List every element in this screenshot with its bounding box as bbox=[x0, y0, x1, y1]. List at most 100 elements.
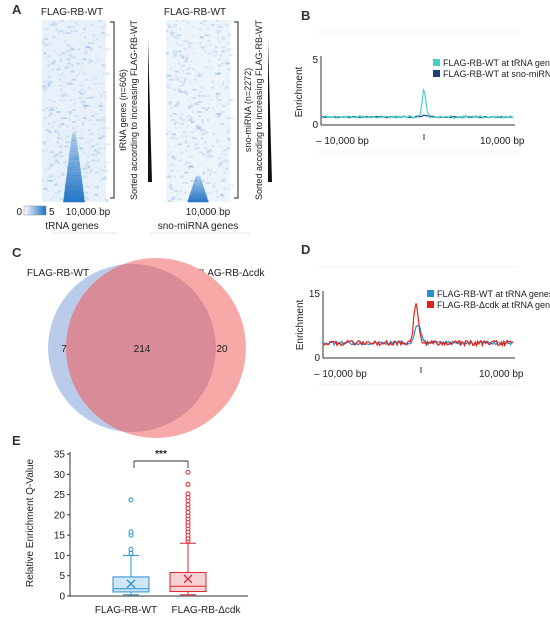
panel-a: A FLAG-RB-WT FLAG-RB-WT tRNA genes (n=60… bbox=[12, 2, 272, 234]
heatmap-cell bbox=[205, 181, 211, 184]
heatmap-cell bbox=[67, 56, 69, 59]
heatmap-cell bbox=[70, 80, 72, 83]
heatmap-cell bbox=[45, 177, 48, 180]
heatmap-cell bbox=[208, 66, 213, 69]
heatmap-cell bbox=[175, 70, 179, 73]
heatmap-cell bbox=[206, 28, 210, 31]
heatmap-cell bbox=[184, 78, 187, 81]
heatmap-cell bbox=[170, 32, 174, 35]
heatmap-signal bbox=[67, 169, 81, 172]
heatmap-cell bbox=[188, 167, 191, 170]
heatmap-cell bbox=[221, 104, 226, 107]
heatmap-cell bbox=[63, 76, 66, 79]
heatmap-cell bbox=[81, 123, 85, 126]
heatmap-cell bbox=[43, 187, 49, 190]
heatmap-cell bbox=[173, 157, 177, 160]
heatmap-cell bbox=[67, 26, 72, 29]
heatmap-cell bbox=[183, 78, 185, 81]
heatmap-signal bbox=[191, 189, 205, 193]
heatmap-cell bbox=[168, 102, 171, 105]
heatmap-cell bbox=[83, 32, 85, 35]
heatmap-cell bbox=[92, 123, 96, 126]
heatmap-cell bbox=[64, 137, 67, 140]
heatmap-signal bbox=[64, 187, 84, 191]
heatmap-cell bbox=[87, 46, 92, 49]
heatmap-cell bbox=[53, 121, 56, 124]
heatmap-cell bbox=[194, 143, 199, 146]
heatmap-cell bbox=[212, 50, 217, 53]
heatmap-cell bbox=[84, 52, 89, 55]
heatmap-cell bbox=[222, 46, 226, 49]
heatmap-cell bbox=[219, 84, 224, 87]
heatmap-cell bbox=[65, 98, 68, 101]
heatmap-cell bbox=[66, 135, 70, 138]
heatmap-cell bbox=[168, 173, 170, 176]
heatmap-cell bbox=[84, 141, 90, 144]
heatmap-cell bbox=[88, 58, 91, 61]
heatmap-cell bbox=[82, 117, 87, 120]
heatmap-cell bbox=[187, 115, 192, 117]
heatmap-cell bbox=[169, 163, 174, 166]
heatmap-signal bbox=[195, 175, 201, 178]
heatmap-cell bbox=[53, 123, 55, 126]
heatmap-cell bbox=[182, 82, 185, 85]
heatmap-cell bbox=[72, 109, 76, 111]
heatmap-cell bbox=[185, 135, 188, 138]
heatmap-cell bbox=[178, 62, 180, 65]
heatmap-cell bbox=[104, 198, 108, 200]
heatmap-left-bp: 10,000 bp bbox=[66, 207, 111, 218]
heatmap-cell bbox=[192, 183, 195, 186]
line-dcdk-trna bbox=[323, 303, 514, 348]
heatmap-cell bbox=[59, 60, 62, 63]
heatmap-signal bbox=[65, 179, 83, 183]
heatmap-cell bbox=[183, 20, 186, 22]
heatmap-cell bbox=[43, 52, 47, 55]
heatmap-cell bbox=[57, 84, 63, 87]
heatmap-cell bbox=[84, 165, 88, 168]
heatmap-cell bbox=[178, 88, 179, 91]
heatmap-signal bbox=[188, 198, 208, 201]
heatmap-cell bbox=[198, 90, 203, 93]
heatmap-cell bbox=[196, 42, 202, 45]
heatmap-cell bbox=[42, 84, 46, 87]
heatmap-cell bbox=[216, 38, 219, 41]
heatmap-cell bbox=[72, 131, 76, 134]
panel-c: C FLAG-RB-WT FLAG-RB-Δcdk 7 214 20 bbox=[12, 245, 265, 438]
heatmap-trna bbox=[42, 20, 111, 203]
heatmap-cell bbox=[52, 22, 55, 24]
heatmap-cell bbox=[89, 171, 91, 174]
heatmap-cell bbox=[227, 139, 231, 142]
panel-letter-d: D bbox=[301, 242, 310, 257]
heatmap-cell bbox=[174, 54, 177, 57]
heatmap-cell bbox=[226, 48, 231, 51]
heatmap-cell bbox=[84, 36, 87, 39]
heatmap-cell bbox=[173, 123, 176, 126]
heatmap-cell bbox=[190, 161, 192, 164]
panel-b: B Enrichment 5 0 FLAG-RB-WT at tRNA gene… bbox=[294, 8, 550, 153]
heatmap-cell bbox=[229, 100, 231, 103]
heatmap-signal bbox=[70, 147, 78, 150]
heatmap-cell bbox=[94, 193, 99, 196]
heatmap-cell bbox=[180, 175, 184, 178]
heatmap-cell bbox=[105, 127, 111, 130]
heatmap-cell bbox=[75, 62, 80, 65]
heatmap-cell bbox=[199, 151, 203, 154]
heatmap-cell bbox=[224, 62, 229, 65]
heatmap-cell bbox=[47, 64, 50, 67]
heatmap-cell bbox=[104, 104, 107, 107]
heatmap-cell bbox=[98, 137, 103, 140]
heatmap-cell bbox=[54, 129, 58, 132]
panel-d-ylabel: Enrichment bbox=[295, 299, 306, 350]
heatmap-cell bbox=[224, 149, 228, 152]
heatmap-cell bbox=[190, 60, 193, 63]
heatmap-cell bbox=[167, 153, 170, 156]
heatmap-cell bbox=[91, 24, 94, 26]
heatmap-cell bbox=[58, 145, 63, 148]
heatmap-cell bbox=[216, 104, 218, 107]
heatmap-cell bbox=[97, 137, 102, 140]
heatmap-cell bbox=[87, 104, 90, 107]
heatmap-cell bbox=[211, 145, 214, 148]
heatmap-cell bbox=[88, 153, 93, 156]
heatmap-cell bbox=[42, 88, 45, 91]
heatmap-cell bbox=[187, 22, 189, 24]
